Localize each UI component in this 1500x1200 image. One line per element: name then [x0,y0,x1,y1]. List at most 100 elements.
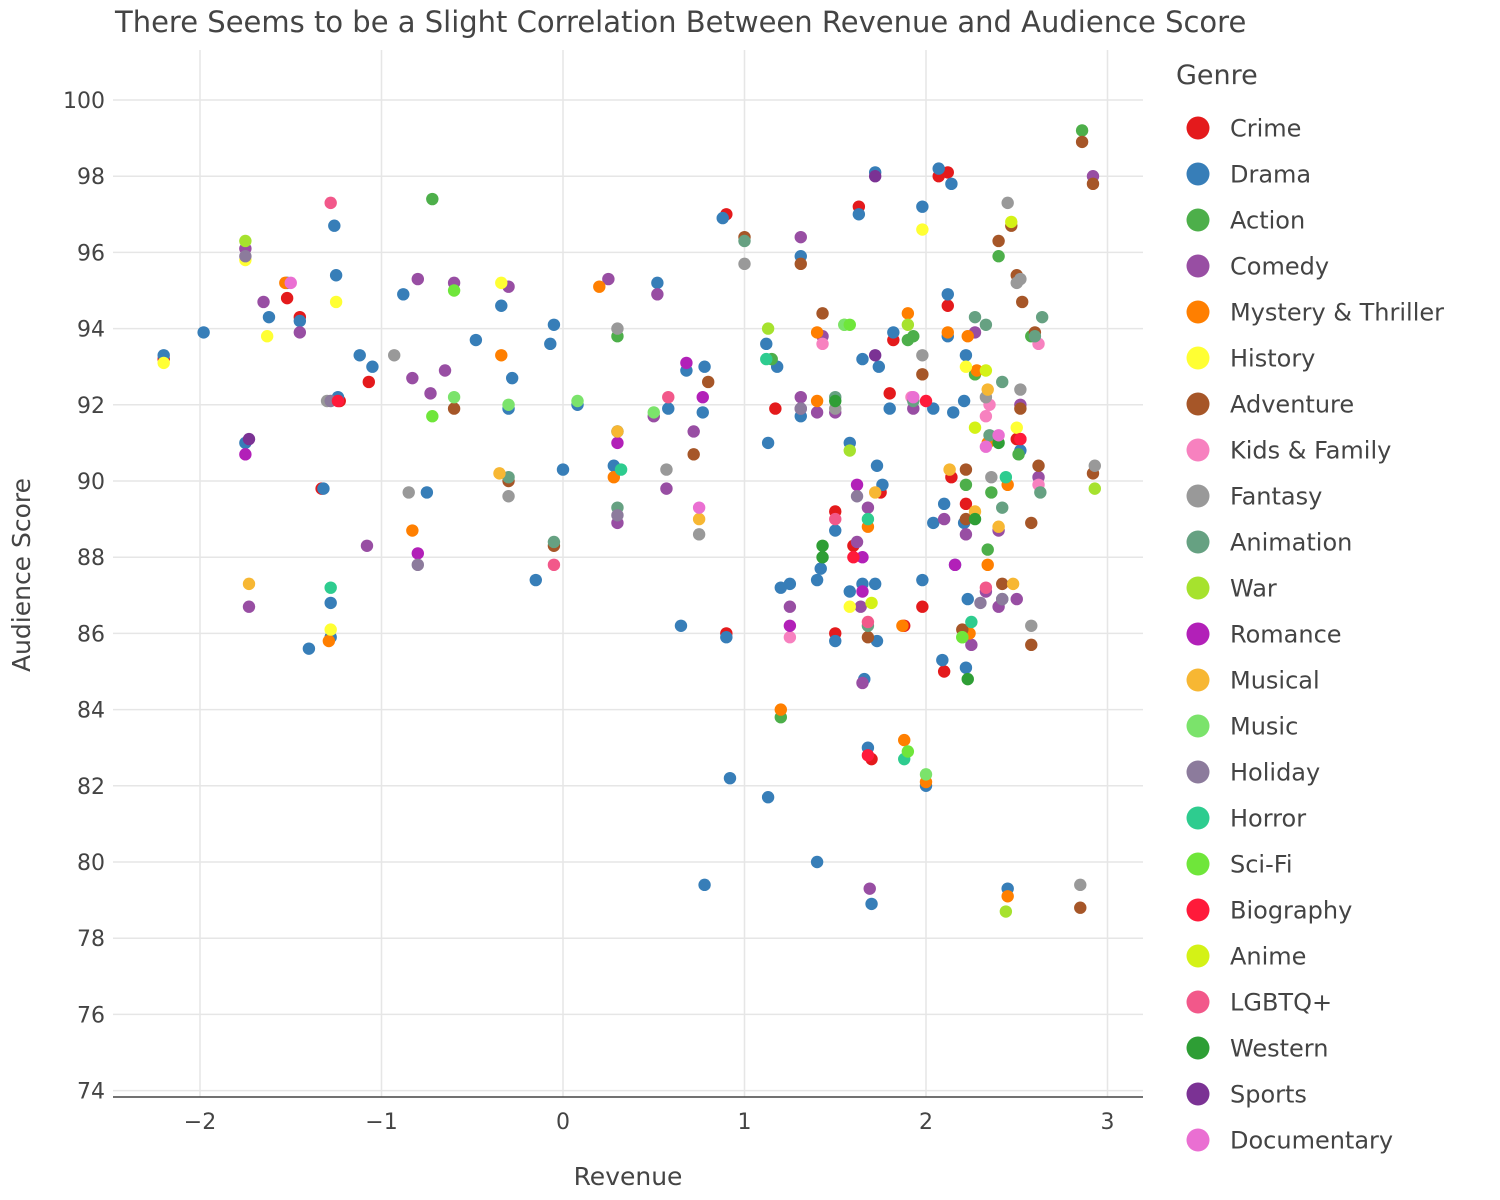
data-point [406,524,419,537]
data-point [438,364,452,377]
data-point [927,516,940,530]
data-point [957,394,971,408]
data-point [322,634,336,648]
data-point [469,333,483,347]
data-point [968,512,982,526]
legend-label: Music [1230,713,1298,741]
data-point [761,791,775,804]
legend-label: Romance [1230,621,1342,649]
data-point [329,295,343,309]
data-point [829,634,842,648]
data-point [674,619,688,632]
data-point [865,897,878,911]
data-point [651,276,664,290]
chart-title: There Seems to be a Slight Correlation B… [114,5,1246,39]
data-point [157,356,170,370]
data-point [529,573,542,587]
data-point [424,387,437,400]
data-point [239,250,252,263]
data-point [919,394,933,408]
data-point [317,482,330,495]
data-point [868,349,882,362]
data-point [979,364,993,377]
data-point [861,749,875,762]
data-point [810,855,824,869]
data-point [614,463,628,476]
data-point [1074,878,1087,892]
data-point [660,482,673,495]
data-point [961,672,974,686]
legend-marker [1186,1036,1210,1060]
data-point [426,410,439,423]
y-tick-label: 94 [77,318,105,343]
data-point [916,349,929,362]
data-point [959,497,973,511]
data-point [783,619,797,632]
data-point [943,463,956,476]
legend-marker [1186,622,1210,646]
data-point [556,463,570,476]
data-point [959,360,973,373]
data-point [738,234,751,248]
data-point [968,310,982,324]
legend-label: Comedy [1230,253,1329,281]
data-point [324,596,337,610]
data-point [996,592,1009,606]
data-point [979,318,993,331]
data-point [426,192,439,206]
data-point [916,600,929,613]
data-point [411,272,424,286]
data-point [692,528,706,541]
data-point [547,558,561,572]
data-point [941,299,954,312]
data-point [852,208,866,221]
data-point [794,402,807,415]
data-point [353,349,366,362]
data-point [1001,890,1014,903]
data-point [794,257,807,271]
data-point [761,436,775,450]
data-point [284,276,297,290]
data-point [883,402,896,415]
data-point [698,360,711,373]
data-point [1025,516,1038,530]
data-point [948,558,962,572]
data-point [760,337,773,351]
legend-marker [1186,254,1210,278]
legend-label: Fantasy [1230,483,1322,511]
data-point [495,299,508,312]
data-point [239,234,252,248]
data-point [865,596,878,610]
data-point [324,196,337,210]
data-point [1035,310,1049,324]
data-point [280,291,294,305]
data-point [956,631,969,644]
data-point [1034,486,1047,499]
y-axis-ticks: 74 76 78 80 82 84 86 88 90 92 94 96 98 100 [63,89,105,1105]
legend-marker [1186,806,1210,830]
data-point [937,665,951,678]
data-point [901,745,915,758]
data-point [794,230,807,244]
data-point [974,596,987,610]
x-tick-label: 0 [556,1110,570,1135]
data-point [366,360,379,373]
data-point [814,562,827,575]
data-point [937,512,951,526]
data-point [965,638,978,652]
data-point [965,615,978,629]
data-point [783,577,797,591]
data-point [854,600,867,613]
data-point [959,661,973,674]
data-point [1006,577,1020,591]
legend-marker [1186,576,1210,600]
y-tick-label: 100 [63,89,105,114]
data-point [547,318,561,331]
data-point [959,528,973,541]
legend-marker [1186,668,1210,692]
data-point [723,771,737,785]
data-point [1088,459,1101,472]
legend-marker [1186,1128,1210,1152]
y-tick-label: 96 [77,241,105,266]
legend-label: Animation [1230,529,1352,557]
